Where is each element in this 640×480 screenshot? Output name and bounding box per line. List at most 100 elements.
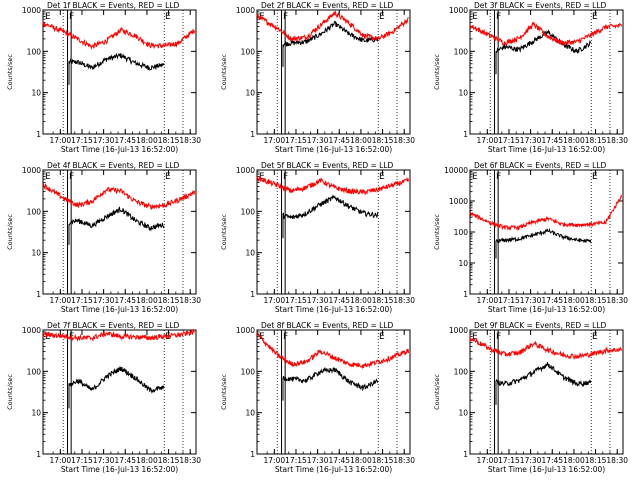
x-tick-label: 18:15 [158, 456, 180, 465]
x-axis-label: Start Time (16-Jul-13 16:52:00) [275, 145, 392, 154]
y-tick-label: 10 [31, 89, 41, 98]
panel-title: Det 2f BLACK = Events, RED = LLD [261, 1, 394, 10]
x-tick-label: 17:00 [477, 136, 499, 145]
y-tick-label: 100 [454, 367, 469, 376]
y-tick-label: 100 [241, 367, 256, 376]
marker-label: E [165, 12, 171, 22]
x-tick-label: 17:45 [328, 296, 350, 305]
x-tick-label: 17:45 [114, 456, 136, 465]
panel-det-5f: Det 5f BLACK = Events, RED = LLD 1 10 100 10… [220, 161, 415, 314]
y-tick-label: 10 [31, 409, 41, 418]
x-tick-label: 17:45 [541, 136, 563, 145]
x-tick-label: 17:15 [285, 136, 307, 145]
y-tick-label: 1000 [22, 326, 41, 335]
x-tick-label: 17:00 [264, 136, 286, 145]
y-axis-label: Counts/sec [433, 374, 441, 410]
y-tick-label: 1000 [449, 326, 468, 335]
x-tick-label: 17:00 [264, 456, 286, 465]
panel-title: Det 8f BLACK = Events, RED = LLD [261, 321, 394, 330]
x-tick-label: 17:15 [498, 296, 520, 305]
panel-title: Det 1f BLACK = Events, RED = LLD [47, 1, 180, 10]
plot-frame [42, 169, 197, 295]
x-tick-label: 17:15 [71, 296, 93, 305]
plot-frame [42, 329, 197, 455]
x-axis-label: Start Time (16-Jul-13 16:52:00) [488, 145, 605, 154]
x-tick-label: 17:00 [50, 296, 72, 305]
marker-label: E [379, 12, 385, 22]
x-tick-label: 18:00 [350, 136, 372, 145]
lld-series-line [42, 22, 196, 50]
marker-label: E [259, 172, 265, 182]
y-tick-label: 1 [36, 290, 41, 299]
x-tick-label: 18:30 [393, 456, 415, 465]
x-tick-label: 18:15 [585, 456, 607, 465]
marker-label: E [472, 12, 478, 22]
x-tick-label: 18:15 [158, 296, 180, 305]
marker-label: E [45, 172, 51, 182]
events-series-line [282, 366, 379, 401]
y-tick-label: 1000 [22, 166, 41, 175]
x-tick-label: 18:00 [350, 296, 372, 305]
y-tick-label: 100 [27, 367, 42, 376]
lld-series-line [256, 332, 410, 370]
x-tick-label: 17:45 [114, 296, 136, 305]
panel-det-4f: Det 4f BLACK = Events, RED = LLD 1 10 100 10… [6, 161, 201, 314]
plot-frame [469, 329, 624, 455]
y-tick-label: 10 [245, 409, 255, 418]
y-axis-label: Counts/sec [6, 374, 14, 410]
x-tick-label: 18:30 [606, 136, 628, 145]
x-tick-label: 17:30 [93, 296, 115, 305]
x-tick-label: 17:30 [520, 136, 542, 145]
plot-frame [469, 9, 624, 135]
x-tick-label: 17:30 [520, 296, 542, 305]
y-tick-label: 10 [245, 89, 255, 98]
y-tick-label: 1000 [236, 166, 255, 175]
x-tick-label: 18:00 [136, 136, 158, 145]
panel-title: Det 6f BLACK = Events, RED = LLD [474, 161, 607, 170]
x-tick-label: 18:00 [563, 296, 585, 305]
events-series-line [282, 20, 379, 67]
x-tick-label: 18:15 [158, 136, 180, 145]
x-tick-label: 17:30 [307, 136, 329, 145]
panel-det-3f: Det 3f BLACK = Events, RED = LLD 1 10 100 10… [433, 1, 628, 154]
x-tick-label: 17:15 [285, 456, 307, 465]
x-tick-label: 18:00 [563, 136, 585, 145]
lld-series-line [42, 183, 196, 210]
plot-frame [256, 329, 411, 455]
lld-series-line [470, 21, 623, 46]
y-tick-label: 100 [241, 47, 256, 56]
x-tick-label: 18:15 [372, 136, 394, 145]
lld-series-line [469, 193, 623, 231]
panel-det-8f: Det 8f BLACK = Events, RED = LLD 1 10 100 10… [220, 321, 415, 474]
x-tick-label: 17:00 [50, 456, 72, 465]
y-tick-label: 1 [463, 450, 468, 459]
panel-title: Det 7f BLACK = Events, RED = LLD [47, 321, 180, 330]
y-axis-label: Counts/sec [220, 374, 228, 410]
x-tick-label: 18:30 [179, 456, 201, 465]
x-tick-label: 17:30 [93, 456, 115, 465]
panel-title: Det 5f BLACK = Events, RED = LLD [261, 161, 394, 170]
x-tick-label: 17:30 [307, 456, 329, 465]
x-tick-label: 18:00 [350, 456, 372, 465]
x-tick-label: 17:30 [307, 296, 329, 305]
x-axis-label: Start Time (16-Jul-13 16:52:00) [61, 465, 178, 474]
x-tick-label: 17:15 [285, 296, 307, 305]
marker-label: F [283, 172, 288, 182]
x-tick-label: 17:45 [541, 296, 563, 305]
x-tick-label: 17:00 [477, 456, 499, 465]
x-tick-label: 17:00 [477, 296, 499, 305]
y-tick-label: 100 [454, 47, 469, 56]
x-axis-label: Start Time (16-Jul-13 16:52:00) [275, 465, 392, 474]
panel-det-7f: Det 7f BLACK = Events, RED = LLD 1 10 100 10… [6, 321, 201, 474]
y-tick-label: 1000 [449, 6, 468, 15]
y-tick-label: 1 [463, 290, 468, 299]
events-series-line [495, 362, 592, 405]
y-tick-label: 10 [31, 249, 41, 258]
y-axis-label: Counts/sec [220, 54, 228, 90]
marker-label: E [592, 12, 598, 22]
x-tick-label: 18:15 [372, 296, 394, 305]
y-axis-label: Counts/sec [6, 214, 14, 250]
y-tick-label: 1000 [236, 6, 255, 15]
marker-label: F [283, 332, 288, 342]
